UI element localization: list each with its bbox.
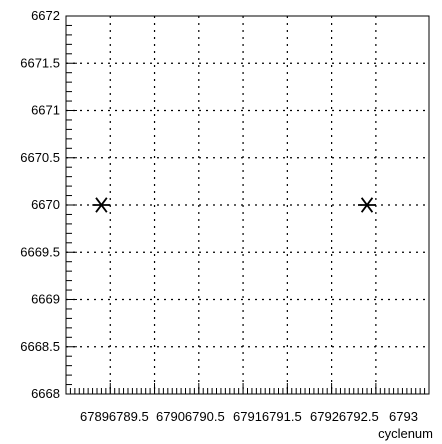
y-tick-label: 6670 [31, 197, 60, 212]
x-tick-label: 67926792.5 [310, 409, 379, 424]
y-tick-label: 6668.5 [20, 339, 60, 354]
y-tick-label: 6668 [31, 386, 60, 401]
x-axis-title: cyclenum [378, 426, 433, 441]
data-point [358, 197, 377, 213]
marker-stroke [360, 197, 374, 213]
data-markers [92, 197, 377, 213]
y-tick-label: 6669.5 [20, 244, 60, 259]
x-axis: 67896789.5 67906790.5 67916791.5 6792679… [65, 383, 430, 424]
data-point [92, 197, 111, 213]
x-tick-label: 67896789.5 [80, 409, 149, 424]
y-tick-label: 6670.5 [20, 150, 60, 165]
x-tick-label: 67916791.5 [233, 409, 302, 424]
y-tick-label: 6671.5 [20, 55, 60, 70]
y-tick-label: 6669 [31, 292, 60, 307]
x-tick-label: 67906790.5 [156, 409, 225, 424]
y-tick-label: 6671 [31, 103, 60, 118]
y-tick-label: 6672 [31, 8, 60, 23]
y-axis: 6668 6668.5 6669 6669.5 6670 6670.5 6671 6671.5… [20, 8, 77, 401]
x-tick-label: 6793 [389, 409, 418, 424]
marker-stroke [95, 197, 108, 213]
